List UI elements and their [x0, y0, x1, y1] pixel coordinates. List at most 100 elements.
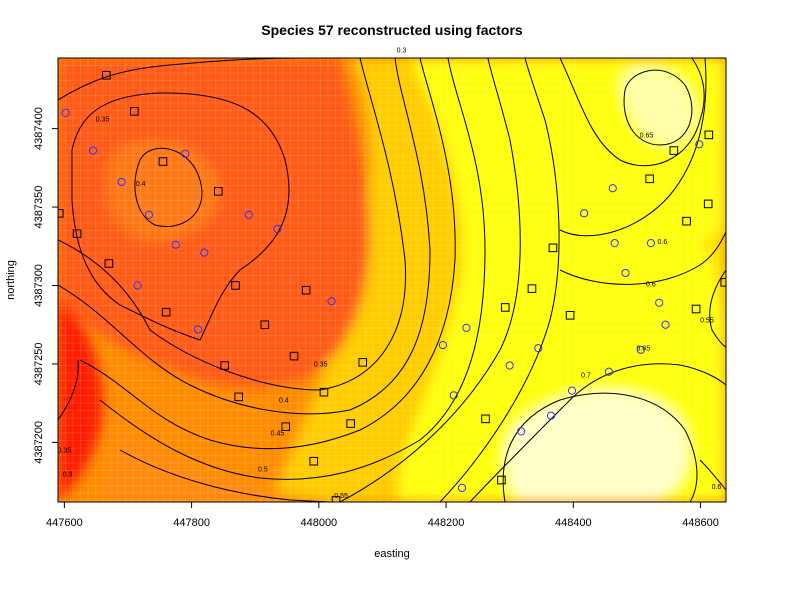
contour-label: 0.55: [700, 318, 714, 325]
square-marker: [358, 358, 368, 367]
square-marker: [704, 130, 714, 140]
square-marker: [691, 304, 701, 314]
contour-line: [699, 459, 726, 491]
x-tick-label: 448400: [555, 517, 592, 529]
square-marker: [645, 174, 654, 184]
contour-line: [134, 147, 203, 227]
square-marker: [104, 259, 114, 268]
contour-label: 0.5: [258, 467, 268, 474]
circle-marker: [517, 427, 526, 436]
circle-marker: [604, 367, 614, 376]
contour-line: [469, 363, 726, 502]
circle-marker: [133, 281, 142, 290]
y-tick-label: 4387400: [33, 107, 45, 150]
heat-region-palecream-top: [622, 67, 696, 144]
square-marker: [231, 281, 240, 290]
square-marker: [703, 199, 713, 209]
x-axis-label: easting: [374, 548, 409, 560]
square-marker: [75, 46, 83, 54]
circle-marker: [273, 224, 282, 234]
x-tick-label: 447600: [46, 517, 83, 529]
circle-marker: [695, 140, 704, 149]
contour-label: 0.4: [279, 398, 289, 405]
contour-label: 0.4: [136, 181, 146, 188]
circle-marker: [117, 177, 126, 187]
circle-marker: [61, 108, 70, 118]
contour-label: 0.6: [712, 484, 722, 491]
circle-marker: [567, 386, 577, 395]
contour-label: 0.3: [397, 48, 407, 55]
contour-label: 0.3: [63, 471, 73, 478]
circle-marker: [181, 149, 190, 158]
circle-marker: [193, 325, 203, 334]
contour-line: [502, 392, 698, 502]
square-marker: [102, 70, 111, 80]
contour-label: 0.45: [271, 430, 285, 437]
square-marker: [130, 107, 139, 116]
circle-marker: [505, 361, 514, 370]
circle-marker: [171, 240, 180, 249]
square-marker: [72, 229, 82, 239]
x-axis: 447600 447800 448000 448200 448400 448600: [46, 502, 719, 529]
circle-marker: [88, 146, 98, 155]
x-tick-label: 448200: [428, 517, 465, 529]
contour-line: [71, 92, 290, 341]
square-marker: [548, 243, 558, 253]
contour-line: [58, 58, 301, 101]
contour-line: [439, 58, 560, 502]
contour-line: [559, 231, 726, 285]
contour-line: [559, 58, 705, 167]
heat-region-red-left: [58, 300, 103, 502]
circle-marker: [655, 298, 664, 307]
contour-label: 0.6: [658, 239, 668, 246]
contour-label: 0.7: [581, 372, 591, 379]
contour-line: [559, 58, 707, 237]
plot-frame: [57, 57, 727, 503]
y-tick-label: 4387350: [33, 186, 45, 229]
square-marker: [497, 475, 506, 485]
contour-label: 0.35: [58, 448, 72, 455]
contour-line: [119, 449, 331, 502]
circle-marker: [144, 210, 154, 219]
circle-marker: [661, 320, 670, 329]
square-marker: [289, 351, 299, 361]
contour-label: 0.65: [636, 346, 650, 353]
square-marker: [309, 456, 319, 466]
y-tick-label: 4387250: [33, 343, 45, 386]
circle-marker: [200, 248, 209, 257]
square-marker: [720, 278, 726, 287]
square-marker: [214, 187, 223, 196]
square-marker: [527, 284, 537, 293]
heatmap-surface: [58, 58, 726, 502]
square-marker: [682, 216, 691, 226]
plot-area: 0.3 0.35 0.4 0.35 0.4 0.45 0.5 0.55 0.6 0.65 0.7 0.…: [57, 46, 727, 503]
y-axis-label: northing: [5, 260, 17, 300]
contour-line: [58, 58, 431, 415]
contour-line: [58, 359, 79, 421]
circle-marker: [534, 344, 543, 353]
circle-marker: [457, 483, 467, 492]
circle-marker: [580, 209, 589, 218]
circle-marker: [636, 345, 645, 354]
heat-region-orange-bottom: [100, 430, 320, 502]
x-tick-label: 447800: [173, 517, 210, 529]
contour-lines: [58, 58, 726, 502]
x-tick-label: 448000: [300, 517, 337, 529]
y-tick-label: 4387300: [33, 264, 45, 307]
contour-label: 0.55: [334, 493, 348, 500]
contour-label: 0.35: [314, 361, 328, 368]
contour-label: 0.6: [646, 281, 656, 288]
square-marker: [158, 157, 168, 166]
circle-marker: [244, 210, 253, 219]
circle-marker: [327, 297, 336, 306]
square-marker: [234, 392, 243, 402]
circle-marker: [546, 411, 556, 420]
square-marker: [481, 414, 490, 424]
square-marker: [319, 387, 329, 397]
square-marker: [58, 209, 64, 218]
square-marker: [669, 146, 679, 155]
contour-label: 0.65: [640, 132, 654, 139]
circle-marker: [449, 391, 458, 400]
y-axis: 4387200 4387250 4387300 4387350 4387400: [33, 107, 58, 464]
